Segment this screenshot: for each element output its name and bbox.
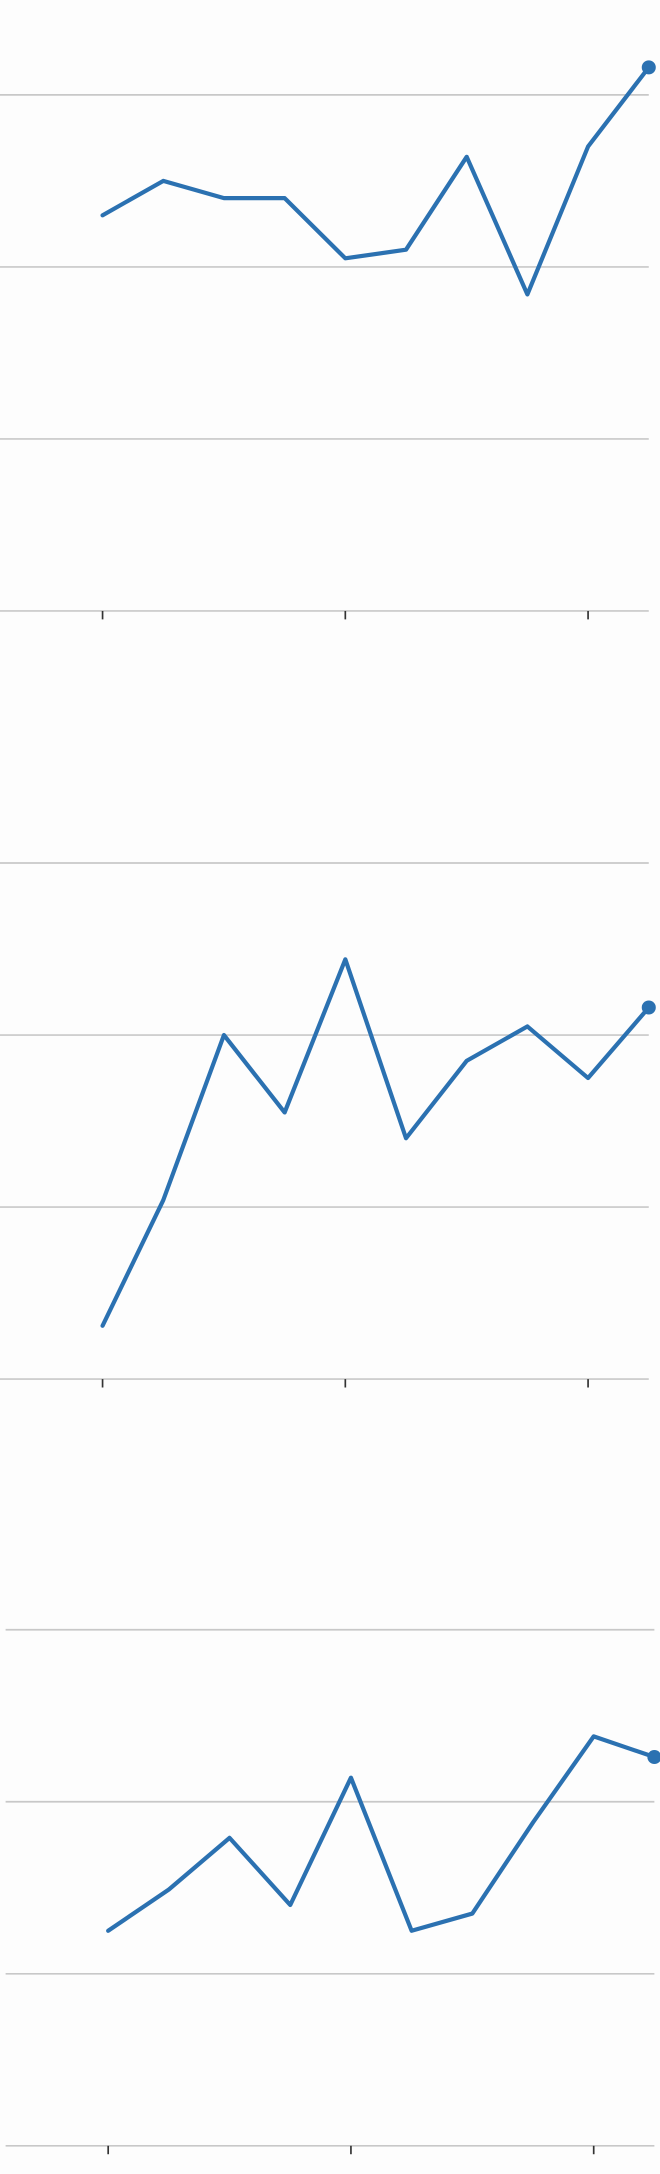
line [100, 65, 651, 297]
last-point [647, 1750, 660, 1765]
line [106, 1734, 657, 1933]
last-point [641, 1000, 656, 1015]
line [100, 957, 651, 1328]
last-point [641, 60, 656, 75]
